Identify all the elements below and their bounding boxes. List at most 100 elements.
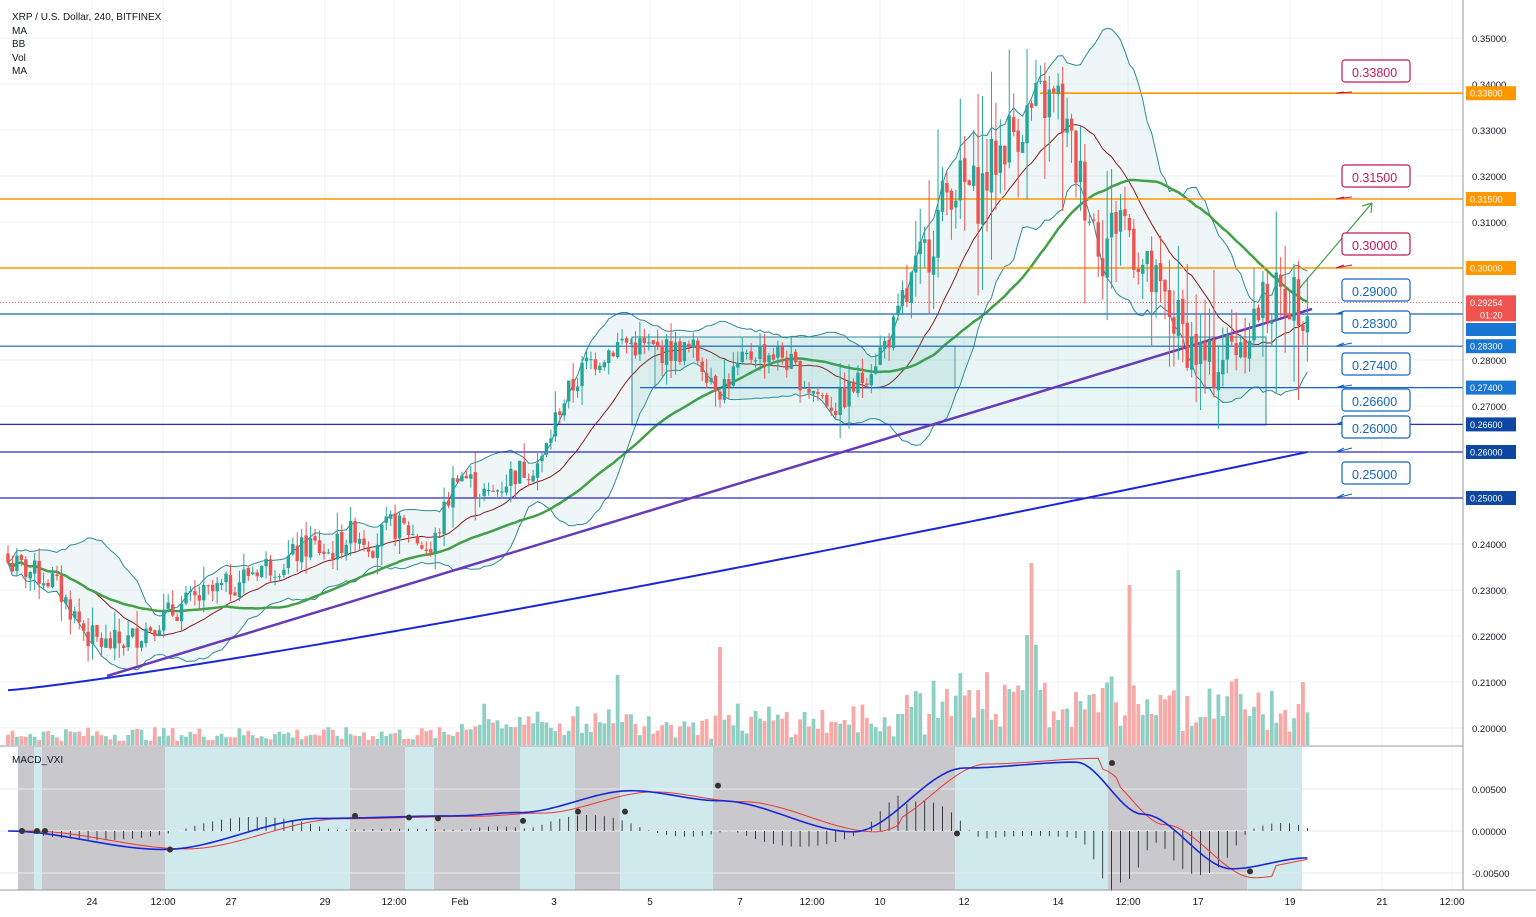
legend-bb[interactable]: BB xyxy=(12,39,26,50)
candle-body xyxy=(829,407,833,411)
candle-body xyxy=(762,344,767,363)
candle-body xyxy=(99,638,104,647)
volume-bar xyxy=(1261,714,1265,745)
countdown-label: 01:20 xyxy=(1480,310,1503,320)
candle-body xyxy=(602,362,606,368)
volume-bar xyxy=(224,737,228,745)
candle-body xyxy=(6,553,10,563)
volume-bar xyxy=(108,739,113,745)
candle-body xyxy=(696,340,700,362)
volume-bar xyxy=(59,740,64,745)
candle-body xyxy=(157,630,161,637)
volume-bar xyxy=(117,740,122,745)
candle-body xyxy=(353,521,357,543)
candle-body xyxy=(1301,325,1305,331)
macd-tick-label: 0.00000 xyxy=(1472,827,1506,838)
volume-bar xyxy=(1034,645,1038,745)
symbol-title[interactable]: XRP / U.S. Dollar, 240, BITFINEX xyxy=(12,12,162,23)
legend-vol[interactable]: Vol xyxy=(12,52,26,64)
volume-bar xyxy=(749,716,754,745)
volume-bar xyxy=(482,703,487,745)
macd-cross-dot xyxy=(435,815,441,822)
volume-bar xyxy=(1047,727,1052,745)
candle-body xyxy=(184,592,188,604)
volume-bar xyxy=(460,724,464,745)
volume-bar xyxy=(1296,704,1301,745)
candle-body xyxy=(1007,115,1011,163)
macd-zone xyxy=(34,747,42,890)
volume-bar xyxy=(37,740,42,745)
current-price-tag xyxy=(1466,295,1516,322)
callout-support[interactable]: 0.26600 xyxy=(1335,388,1411,425)
callout-support[interactable]: 0.26000 xyxy=(1335,415,1411,453)
callouts: 0.33800 0.31500 0.30000 0.29000 0.28300 0.274… xyxy=(1335,59,1411,499)
candle-body xyxy=(68,599,72,620)
candle-body xyxy=(553,412,558,437)
candle-body xyxy=(429,549,433,553)
volume-bar xyxy=(250,735,255,745)
volume-bar xyxy=(1189,726,1194,745)
candle-body xyxy=(544,442,549,455)
legend-ma-1[interactable]: MA xyxy=(12,25,27,37)
candle-body xyxy=(789,353,793,369)
candle-body xyxy=(486,489,491,491)
candle-body xyxy=(1270,321,1274,324)
volume-bar xyxy=(344,727,349,745)
volume-bar xyxy=(1105,682,1110,745)
candle-body xyxy=(1198,341,1203,365)
candle-body xyxy=(704,373,709,383)
callout-pointer xyxy=(1335,493,1353,499)
macd-legend[interactable]: MACD_VXI xyxy=(12,755,64,766)
callout-resistance[interactable]: 0.31500 xyxy=(1335,164,1411,200)
macd-cross-dot xyxy=(34,828,40,834)
volume-bar xyxy=(468,729,473,745)
candle-body xyxy=(954,200,958,208)
legend-ma-2[interactable]: MA xyxy=(12,66,27,77)
volume-bar xyxy=(1185,695,1190,745)
candle-body xyxy=(949,190,954,210)
volume-bar xyxy=(1243,709,1247,745)
volume-bar xyxy=(931,680,936,745)
price-axis: 0.35000 0.34000 0.33000 0.32000 0.31000 0.300… xyxy=(1466,34,1516,880)
callout-support[interactable]: 0.25000 xyxy=(1335,461,1411,499)
candle-body xyxy=(891,316,896,348)
callout-resistance[interactable]: 0.30000 xyxy=(1335,232,1411,269)
ma-200-line xyxy=(7,451,1308,692)
volume-bar xyxy=(246,730,251,745)
volume-bar xyxy=(517,716,522,745)
volume-bar xyxy=(905,694,909,745)
callout-support[interactable]: 0.27400 xyxy=(1335,352,1411,389)
candle-body xyxy=(1047,89,1051,118)
candle-body xyxy=(437,532,442,534)
volume-bar xyxy=(913,691,918,745)
candle-body xyxy=(798,360,802,391)
candle-body xyxy=(460,475,464,482)
price-tick-label: 0.35000 xyxy=(1472,34,1506,45)
candle-body xyxy=(731,366,736,386)
macd-zone xyxy=(42,747,165,890)
candle-body xyxy=(300,537,304,563)
candle-body xyxy=(664,339,669,365)
candle-body xyxy=(77,611,81,623)
volume-bar xyxy=(513,727,518,745)
volume-bar xyxy=(713,715,718,745)
time-tick-label: 17 xyxy=(1192,897,1204,908)
volume-bar xyxy=(1238,693,1243,745)
candle-body xyxy=(825,395,829,407)
time-tick-label: 5 xyxy=(647,897,653,908)
price-tag xyxy=(1466,192,1516,206)
candle-body xyxy=(1274,272,1278,320)
volume-bar xyxy=(268,739,273,745)
callout-support[interactable]: 0.28300 xyxy=(1335,310,1411,347)
volume-bar xyxy=(611,723,616,745)
volume-bar xyxy=(722,719,727,745)
candle-body xyxy=(1087,221,1092,223)
macd-zone xyxy=(1108,747,1247,890)
callout-resistance[interactable]: 0.33800 xyxy=(1335,59,1411,94)
volume-bar xyxy=(184,736,188,745)
callout-support[interactable]: 0.29000 xyxy=(1335,278,1411,315)
volume-bar xyxy=(633,723,638,745)
candle-body xyxy=(758,345,762,360)
candle-body xyxy=(1207,340,1212,362)
